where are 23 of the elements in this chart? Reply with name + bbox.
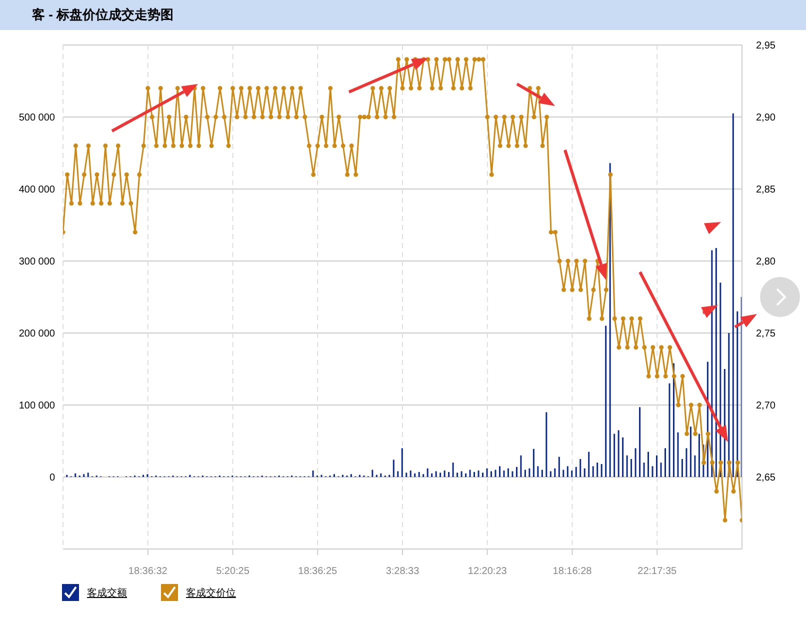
y2-tick-label: 2,80: [756, 256, 776, 268]
y2-tick-label: 2,95: [756, 40, 776, 52]
chart-title: 客 - 标盘价位成交走势图: [0, 0, 806, 30]
legend-label: 客成交价位: [186, 586, 236, 600]
y2-tick-label: 2,75: [756, 328, 776, 340]
x-tick-label: 18:16:28: [552, 566, 592, 578]
y-tick-label: 100 000: [18, 400, 56, 412]
x-tick-label: 3:28:33: [386, 566, 420, 578]
x-tick-label: 5:20:25: [216, 566, 250, 578]
x-tick-label: 18:36:25: [298, 566, 338, 578]
x-tick-label: 18:36:32: [128, 566, 168, 578]
y-tick-label: 300 000: [18, 256, 56, 268]
x-tick-label: 12:20:23: [468, 566, 508, 578]
y-tick-label: 500 000: [18, 112, 56, 124]
legend-label: 客成交额: [87, 586, 127, 600]
y2-tick-label: 2,85: [756, 184, 776, 196]
y2-tick-label: 2,70: [756, 400, 776, 412]
y-tick-label: 200 000: [18, 328, 56, 340]
y-tick-label: 400 000: [18, 184, 56, 196]
y-tick-label: 0: [49, 472, 56, 484]
y2-tick-label: 2,65: [756, 472, 776, 484]
x-tick-label: 22:17:35: [638, 566, 678, 578]
y2-tick-label: 2,90: [756, 112, 776, 124]
